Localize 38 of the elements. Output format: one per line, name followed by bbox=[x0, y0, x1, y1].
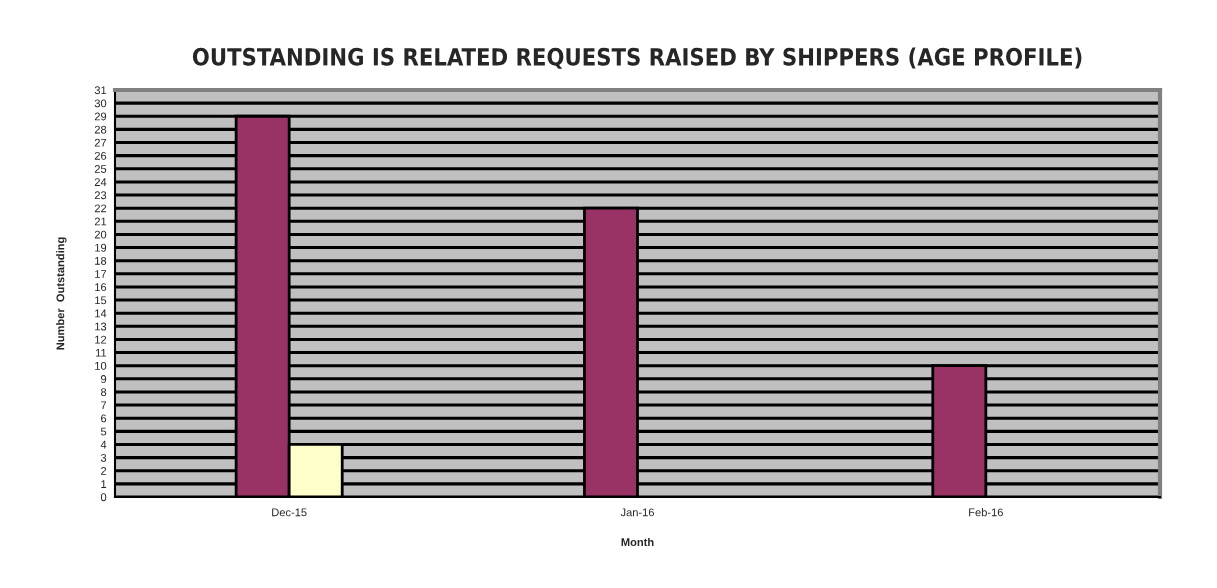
y-tick-label: 30 bbox=[94, 99, 107, 108]
y-tick-label: 3 bbox=[100, 453, 107, 462]
y-tick-label: 15 bbox=[95, 296, 107, 305]
y-tick-label: 22 bbox=[94, 204, 107, 213]
y-tick-label: 31 bbox=[94, 86, 107, 95]
y-tick-label: 27 bbox=[94, 138, 107, 147]
y-tick-label: 26 bbox=[94, 151, 107, 160]
y-tick-label: 23 bbox=[94, 191, 107, 200]
y-tick-label: 18 bbox=[95, 256, 107, 265]
y-tick-label: 16 bbox=[95, 283, 107, 292]
y-tick-label: 6 bbox=[101, 414, 107, 423]
chart-title: OUTSTANDING IS RELATED REQUESTS RAISED BY SHIPPERS (AGE PROFILE) bbox=[192, 47, 1082, 69]
y-tick-label: 7 bbox=[101, 401, 107, 410]
y-tick-label: 13 bbox=[95, 322, 107, 331]
x-axis-title: Month bbox=[621, 537, 654, 547]
y-tick-label: 1 bbox=[101, 480, 107, 488]
y-tick-label: 21 bbox=[94, 217, 107, 226]
y-tick-label: 8 bbox=[100, 388, 107, 397]
y-tick-label: 11 bbox=[95, 348, 107, 357]
x-tick-label: Jan-16 bbox=[620, 508, 654, 517]
y-tick-label: 9 bbox=[101, 375, 107, 383]
y-tick-label: 5 bbox=[100, 427, 107, 436]
y-tick-label: 2 bbox=[101, 467, 107, 475]
y-tick-label: 0 bbox=[100, 493, 107, 502]
y-tick-label: 19 bbox=[95, 243, 107, 252]
y-tick-label: 29 bbox=[94, 112, 107, 121]
y-axis-title: Number Outstanding bbox=[56, 237, 67, 350]
y-tick-label: 20 bbox=[94, 230, 107, 239]
x-tick-label: Dec-15 bbox=[272, 508, 307, 517]
y-tick-label: 28 bbox=[94, 125, 107, 134]
y-tick-label: 24 bbox=[94, 178, 107, 186]
y-tick-label: 4 bbox=[100, 440, 107, 449]
y-tick-label: 14 bbox=[95, 309, 107, 318]
x-tick-label: Feb-16 bbox=[969, 508, 1003, 517]
y-tick-label: 25 bbox=[94, 165, 107, 173]
y-tick-label: 17 bbox=[95, 270, 107, 278]
y-tick-label: 12 bbox=[95, 335, 107, 344]
y-tick-label: 10 bbox=[95, 361, 107, 370]
